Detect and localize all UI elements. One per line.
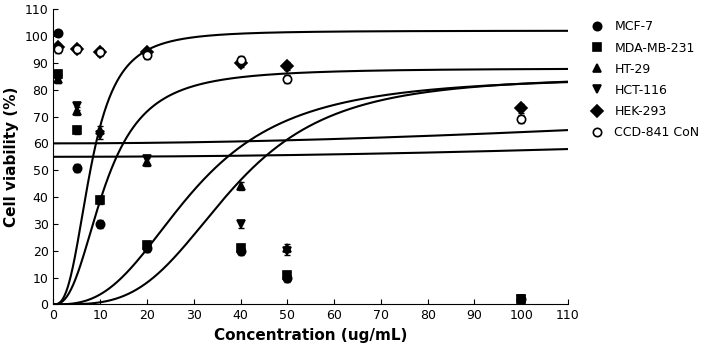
Line: HT-29: HT-29 — [54, 75, 525, 303]
HEK-293 — [54, 45, 62, 49]
HT-29 — [283, 246, 291, 250]
HEK-293 — [517, 107, 525, 111]
HCT-116 — [143, 158, 151, 162]
HT-29 — [96, 128, 104, 132]
Line: MDA-MB-231: MDA-MB-231 — [54, 69, 525, 303]
X-axis label: Concentration (ug/mL): Concentration (ug/mL) — [214, 328, 408, 343]
HT-29 — [143, 160, 151, 164]
CCD-841 CoN — [143, 53, 151, 57]
MDA-MB-231 — [54, 71, 62, 76]
HT-29 — [517, 297, 525, 301]
HEK-293 — [72, 47, 81, 51]
CCD-841 CoN — [96, 50, 104, 54]
Line: MCF-7: MCF-7 — [54, 29, 525, 303]
MDA-MB-231 — [72, 128, 81, 132]
MCF-7 — [96, 222, 104, 226]
HCT-116 — [54, 77, 62, 81]
HCT-116 — [72, 104, 81, 108]
CCD-841 CoN — [72, 47, 81, 51]
MDA-MB-231 — [143, 243, 151, 247]
MCF-7 — [236, 249, 245, 253]
HEK-293 — [236, 61, 245, 65]
MCF-7 — [283, 276, 291, 280]
Y-axis label: Cell viability (%): Cell viability (%) — [4, 87, 19, 227]
CCD-841 CoN — [236, 58, 245, 62]
MCF-7 — [517, 297, 525, 301]
CCD-841 CoN — [517, 117, 525, 121]
HCT-116 — [517, 297, 525, 301]
Line: HCT-116: HCT-116 — [54, 75, 525, 303]
MCF-7 — [72, 166, 81, 170]
MCF-7 — [143, 246, 151, 250]
HEK-293 — [143, 50, 151, 54]
HCT-116 — [236, 222, 245, 226]
HT-29 — [54, 77, 62, 81]
CCD-841 CoN — [283, 77, 291, 81]
HEK-293 — [96, 50, 104, 54]
Line: CCD-841 CoN: CCD-841 CoN — [54, 45, 525, 124]
MDA-MB-231 — [517, 297, 525, 301]
MDA-MB-231 — [236, 246, 245, 250]
HCT-116 — [96, 133, 104, 137]
HT-29 — [236, 184, 245, 188]
MDA-MB-231 — [96, 198, 104, 202]
HEK-293 — [283, 64, 291, 68]
MCF-7 — [54, 31, 62, 35]
Legend: MCF-7, MDA-MB-231, HT-29, HCT-116, HEK-293, CCD-841 CoN: MCF-7, MDA-MB-231, HT-29, HCT-116, HEK-2… — [579, 15, 705, 144]
Line: HEK-293: HEK-293 — [54, 43, 525, 113]
HT-29 — [72, 109, 81, 113]
MDA-MB-231 — [283, 273, 291, 277]
HCT-116 — [283, 249, 291, 253]
CCD-841 CoN — [54, 47, 62, 51]
